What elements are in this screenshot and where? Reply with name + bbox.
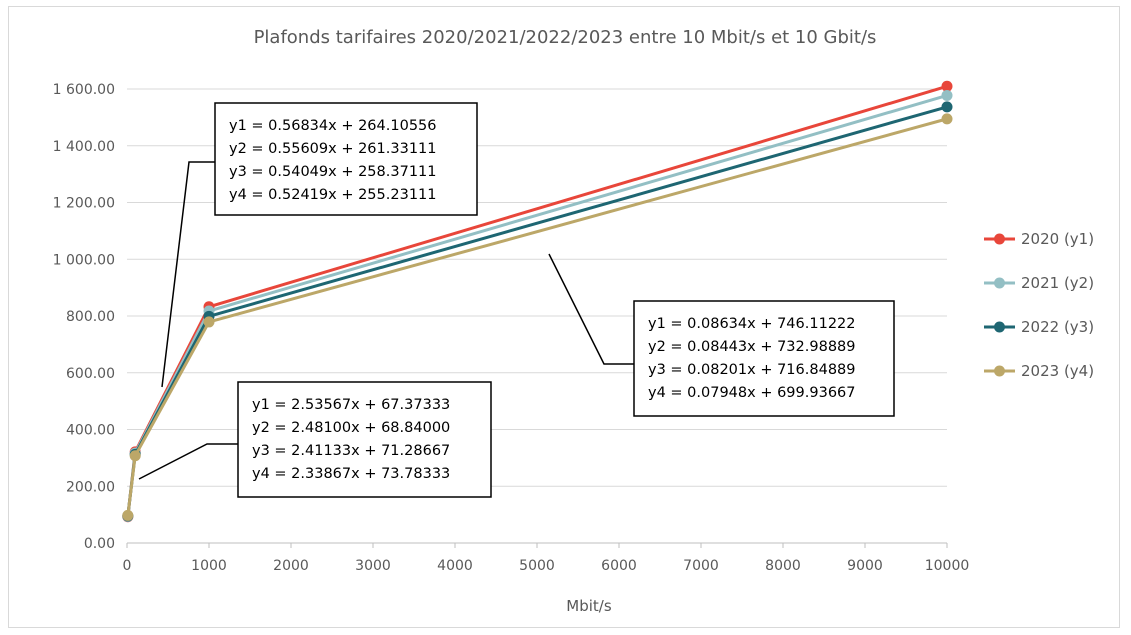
equation-callout: y1 = 0.08634x + 746.11222 y2 = 0.08443x +… — [548, 253, 895, 417]
legend-label: 2022 (y3) — [1021, 318, 1094, 336]
series-layer — [122, 80, 953, 523]
equation-label: y4 = 2.33867x + 73.78333 — [252, 466, 450, 482]
equation-label: y2 = 0.08443x + 732.98889 — [648, 339, 856, 355]
y-tick-label: 1 200.00 — [53, 196, 115, 212]
x-tick-label: 5000 — [519, 558, 555, 574]
legend-label: 2021 (y2) — [1021, 274, 1094, 292]
x-tick-label: 7000 — [683, 558, 719, 574]
callout-box — [633, 300, 895, 417]
y-tick-label: 1 600.00 — [53, 82, 115, 98]
callout-box — [237, 381, 492, 498]
legend: 2020 (y1) 2021 (y2) 2022 (y3) 2023 (y4) — [984, 230, 1094, 380]
y-tick-label: 200.00 — [66, 479, 115, 495]
legend-item: 2020 (y1) — [984, 230, 1094, 248]
y-tick-label: 400.00 — [66, 423, 115, 439]
callout-leader-line — [161, 161, 215, 388]
equation-label: y2 = 0.55609x + 261.33111 — [229, 141, 437, 157]
callout-layer: y1 = 0.56834x + 264.10556 y2 = 0.55609x +… — [138, 102, 895, 498]
data-point — [941, 80, 953, 92]
equation-label: y4 = 0.52419x + 255.23111 — [229, 187, 437, 203]
x-tick-label: 6000 — [601, 558, 637, 574]
legend-swatch-marker — [994, 277, 1005, 289]
chart-frame: Plafonds tarifaires 2020/2021/2022/2023 … — [8, 6, 1120, 628]
callout-box — [214, 102, 478, 216]
equation-label: y1 = 0.08634x + 746.11222 — [648, 316, 856, 332]
x-tick-label: 10000 — [925, 558, 970, 574]
x-tick-label: 2000 — [273, 558, 309, 574]
legend-item: 2022 (y3) — [984, 318, 1094, 336]
x-tick-label: 0 — [123, 558, 132, 574]
legend-item: 2023 (y4) — [984, 362, 1094, 380]
legend-label: 2023 (y4) — [1021, 362, 1094, 380]
y-tick-label: 0.00 — [84, 536, 115, 552]
series-line — [126, 117, 948, 516]
callout-leader-line — [548, 253, 634, 365]
x-tick-label: 3000 — [355, 558, 391, 574]
y-tick-label: 600.00 — [66, 366, 115, 382]
legend-swatch-marker — [994, 365, 1005, 377]
x-axis-label: Mbit/s — [566, 597, 612, 615]
legend-label: 2020 (y1) — [1021, 230, 1094, 248]
chart-title: Plafonds tarifaires 2020/2021/2022/2023 … — [254, 27, 877, 48]
equation-callout: y1 = 2.53567x + 67.37333 y2 = 2.48100x + … — [138, 381, 492, 498]
y-tick-label: 1 000.00 — [53, 252, 115, 268]
x-tick-label: 4000 — [437, 558, 473, 574]
equation-label: y4 = 0.07948x + 699.93667 — [648, 385, 856, 401]
legend-swatch-marker — [994, 321, 1005, 333]
equation-label: y1 = 2.53567x + 67.37333 — [252, 397, 450, 413]
data-point — [941, 101, 953, 113]
legend-item: 2021 (y2) — [984, 274, 1094, 292]
equation-label: y2 = 2.48100x + 68.84000 — [252, 420, 450, 436]
y-axis-ticks: 0.00 200.00 400.00 600.00 800.00 1 000.00 1 20… — [53, 82, 115, 552]
callout-leader-line — [138, 443, 238, 480]
data-point — [129, 450, 141, 462]
equation-label: y3 = 2.41133x + 71.28667 — [252, 443, 450, 459]
y-tick-label: 800.00 — [66, 309, 115, 325]
equation-label: y3 = 0.54049x + 258.37111 — [229, 164, 437, 180]
legend-swatch-marker — [994, 233, 1005, 245]
data-point — [122, 509, 134, 521]
x-tick-label: 1000 — [191, 558, 227, 574]
equation-callout: y1 = 0.56834x + 264.10556 y2 = 0.55609x +… — [161, 102, 478, 388]
data-point — [941, 89, 953, 101]
y-tick-label: 1 400.00 — [53, 139, 115, 155]
chart: Plafonds tarifaires 2020/2021/2022/2023 … — [53, 27, 1094, 615]
series-4 — [122, 113, 953, 521]
x-axis-ticks: 0 1000 2000 3000 4000 5000 6000 7000 8000 9000 100… — [123, 543, 970, 574]
data-point — [203, 316, 215, 328]
equation-label: y3 = 0.08201x + 716.84889 — [648, 362, 856, 378]
data-point — [941, 113, 953, 125]
x-tick-label: 9000 — [847, 558, 883, 574]
x-tick-label: 8000 — [765, 558, 801, 574]
equation-label: y1 = 0.56834x + 264.10556 — [229, 118, 437, 134]
